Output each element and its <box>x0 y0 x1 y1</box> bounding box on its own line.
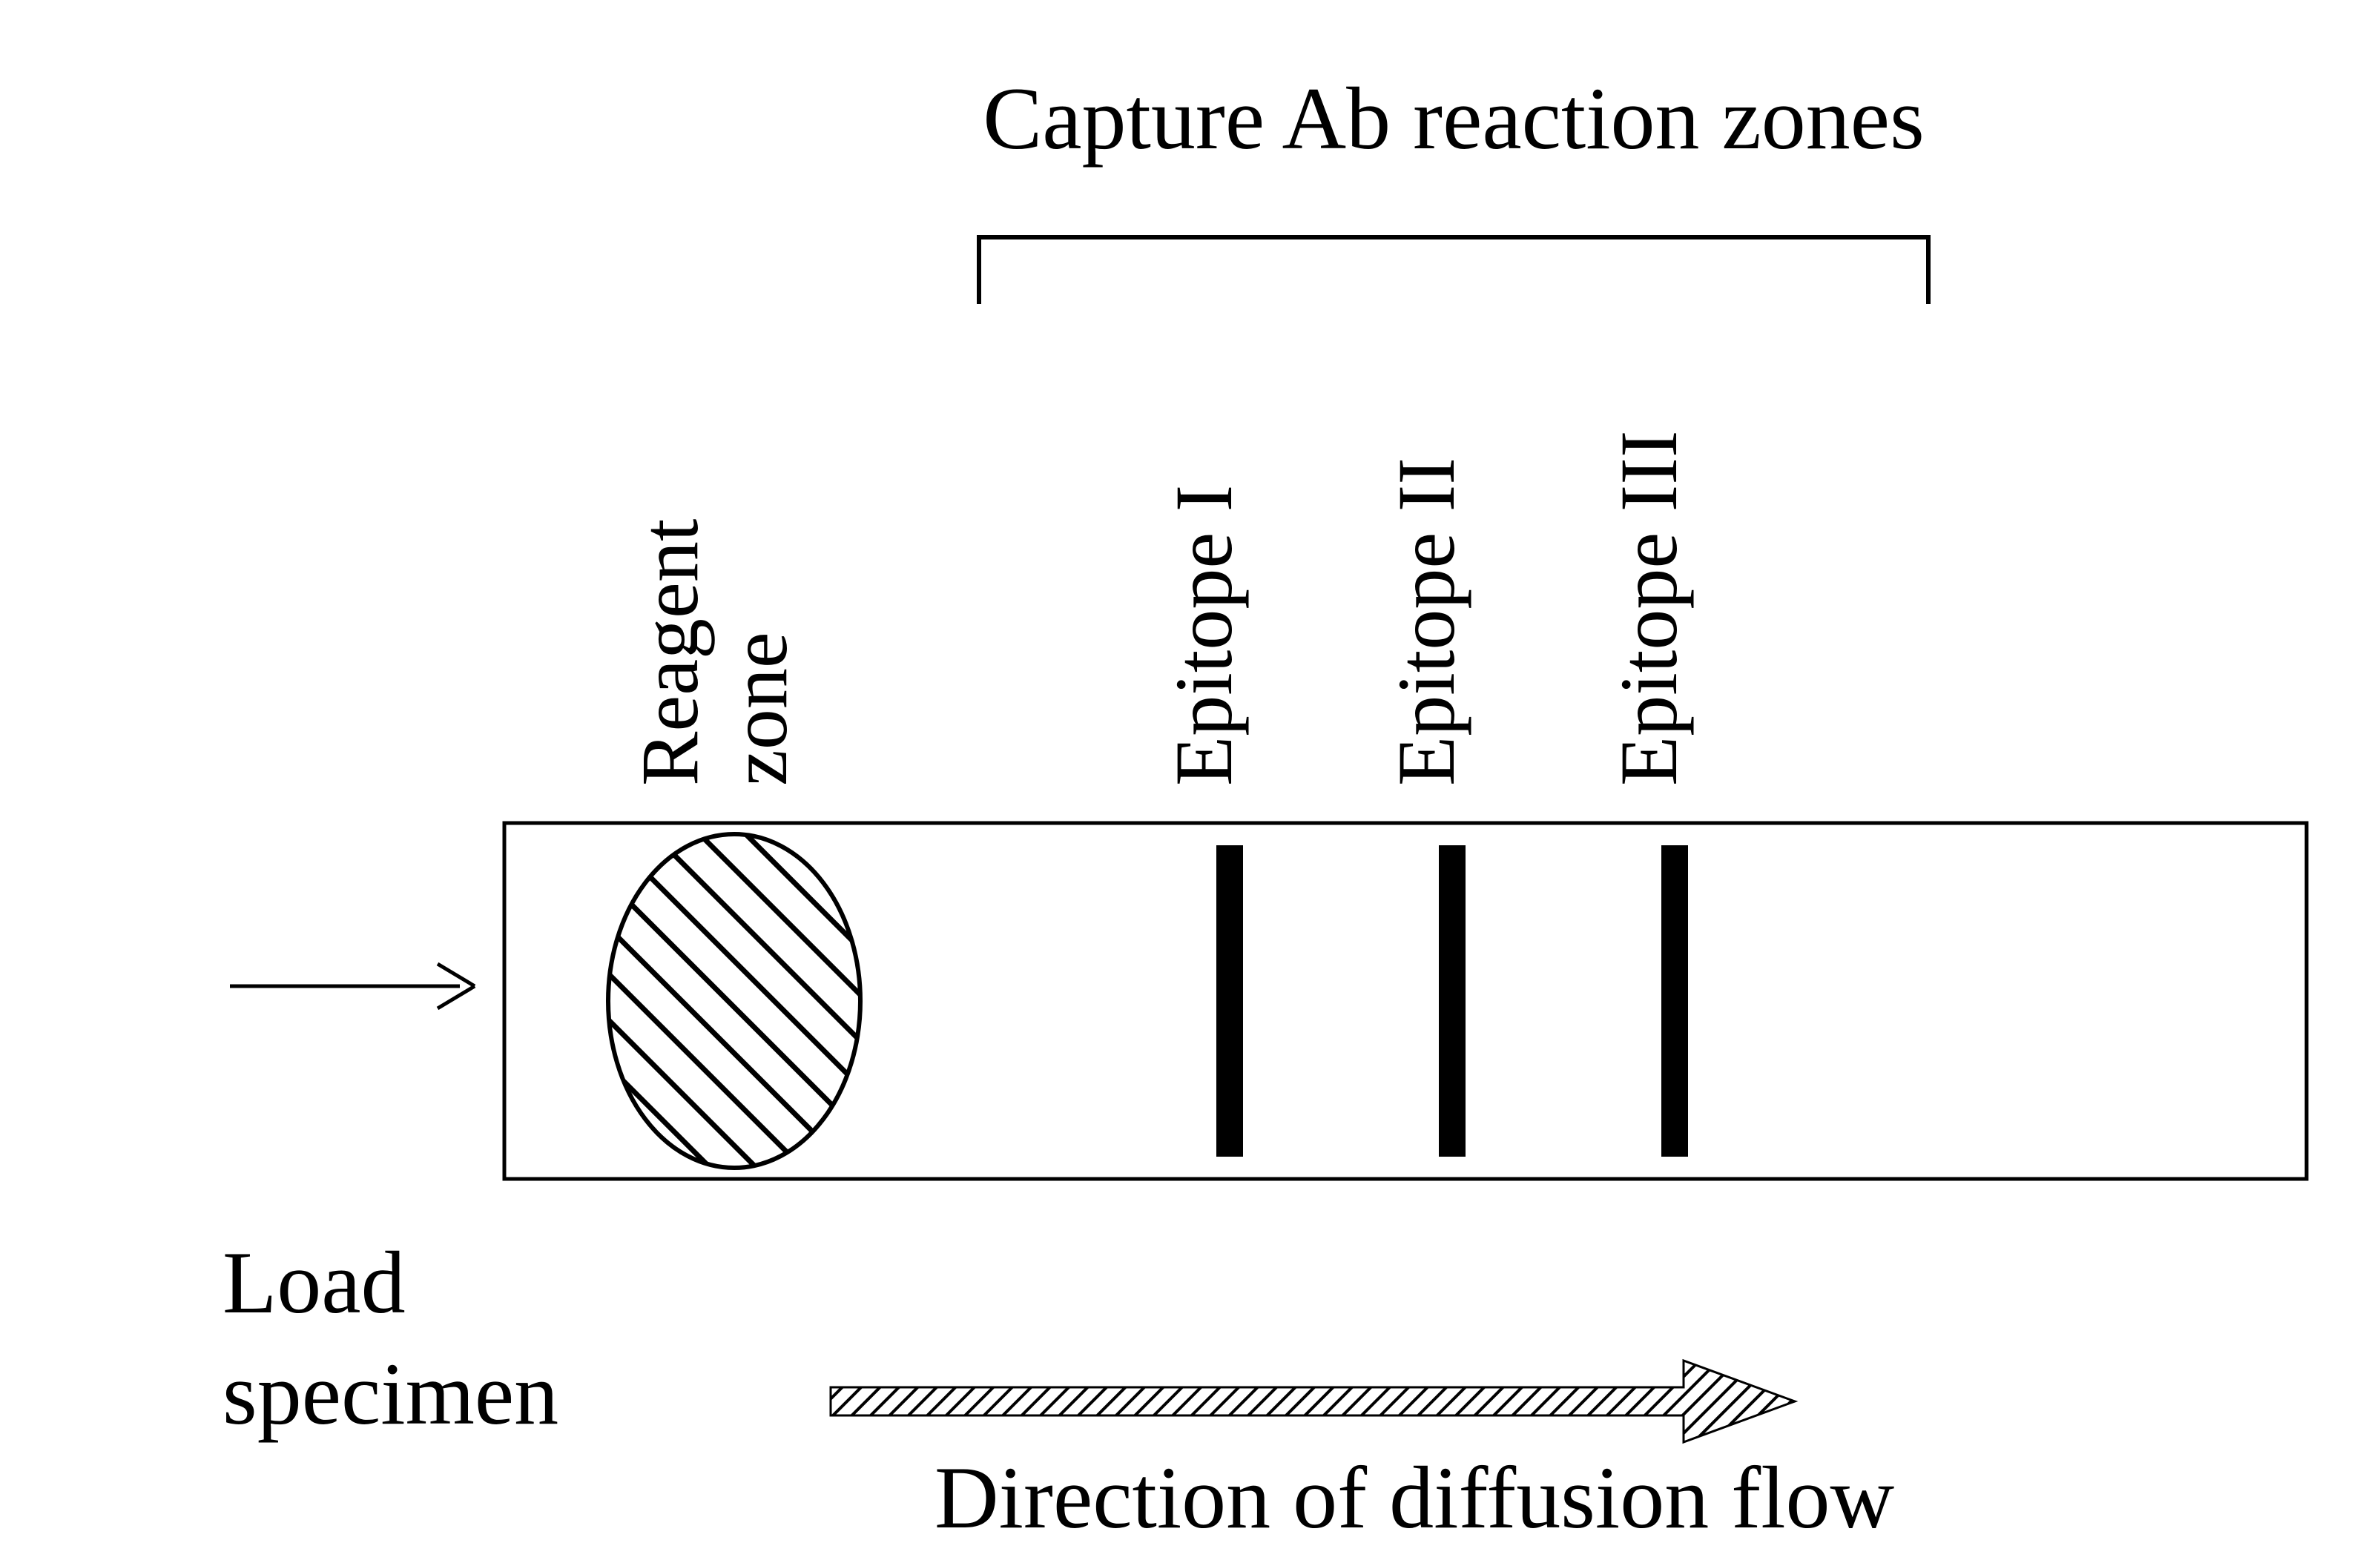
label-load-1: Load <box>222 1233 406 1332</box>
label-epitope-1: Epitope I <box>1158 485 1249 786</box>
label-load-2: specimen <box>222 1344 558 1443</box>
band-epitope-3 <box>1661 845 1688 1157</box>
label-diffusion: Direction of diffusion flow <box>934 1448 1895 1547</box>
bracket-reaction-zones <box>979 237 1928 304</box>
label-reagent-zone-1: Reagent <box>624 519 715 786</box>
label-epitope-3: Epitope III <box>1603 430 1694 786</box>
title-capture-ab: Capture Ab reaction zones <box>983 69 1925 168</box>
band-epitope-1 <box>1216 845 1243 1157</box>
band-epitope-2 <box>1439 845 1466 1157</box>
label-reagent-zone-2: zone <box>713 632 804 786</box>
diffusion-arrow <box>831 1361 1795 1442</box>
label-epitope-2: Epitope II <box>1381 457 1471 786</box>
